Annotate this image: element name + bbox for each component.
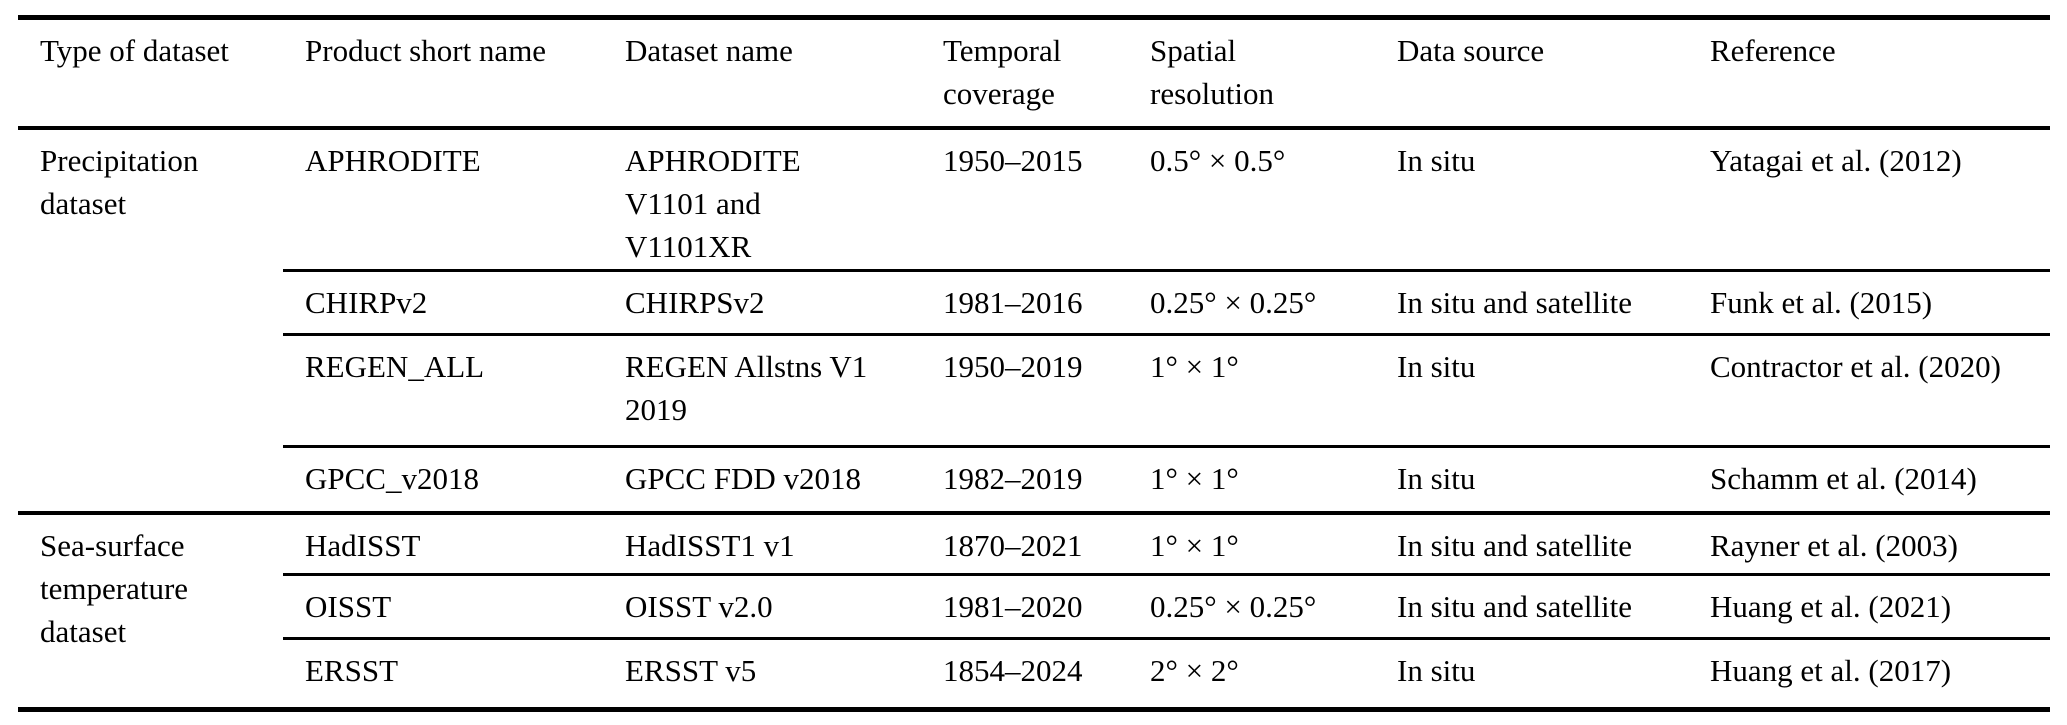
table-row-ersst: ERSST ERSST v5 1854–2024 2° × 2° In situ… bbox=[18, 637, 2050, 710]
cell-type-of-dataset: Precipitation dataset bbox=[40, 142, 199, 221]
cell-reference: Huang et al. (2021) bbox=[1710, 573, 2050, 639]
cell-spatial-resolution: 0.5° × 0.5° bbox=[1150, 142, 1286, 178]
table-row-chirpv2: CHIRPv2 CHIRPSv2 1981–2016 0.25° × 0.25°… bbox=[18, 269, 2050, 335]
table-row-hadisst: Sea-surface temperature dataset HadISST … bbox=[18, 510, 2050, 710]
cell-temporal-coverage: 1981–2020 bbox=[943, 573, 1150, 639]
cell-product-short-name: CHIRPv2 bbox=[283, 269, 625, 335]
cell-data-source: In situ and satellite bbox=[1397, 573, 1710, 639]
cell-product-short-name: GPCC_v2018 bbox=[283, 445, 625, 513]
cell-data-source: In situ and satellite bbox=[1397, 269, 1710, 335]
cell-reference: Schamm et al. (2014) bbox=[1710, 445, 2050, 513]
cell-data-source: In situ bbox=[1397, 637, 1710, 710]
cell-data-source: In situ bbox=[1397, 445, 1710, 513]
cell-dataset-name: CHIRPSv2 bbox=[625, 269, 943, 335]
cell-reference: Rayner et al. (2003) bbox=[1710, 510, 2050, 575]
table-row-gpcc-v2018: GPCC_v2018 GPCC FDD v2018 1982–2019 1° ×… bbox=[18, 445, 2050, 513]
cell-temporal-coverage: 1982–2019 bbox=[943, 445, 1150, 513]
cell-temporal-coverage: 1950–2019 bbox=[943, 333, 1150, 447]
table-row-regen-all: REGEN_ALL REGEN Allstns V1 2019 1950–201… bbox=[18, 333, 2050, 447]
cell-data-source: In situ and satellite bbox=[1397, 510, 1710, 575]
cell-product-short-name: REGEN_ALL bbox=[283, 333, 625, 447]
cell-data-source: In situ bbox=[1397, 142, 1476, 178]
cell-spatial-resolution: 0.25° × 0.25° bbox=[1150, 269, 1397, 335]
cell-spatial-resolution: 1° × 1° bbox=[1150, 510, 1397, 575]
cell-product-short-name: APHRODITE bbox=[305, 142, 481, 178]
cell-reference: Yatagai et al. (2012) bbox=[1710, 142, 1962, 178]
cell-temporal-coverage: 1981–2016 bbox=[943, 269, 1150, 335]
table-row-oisst: OISST OISST v2.0 1981–2020 0.25° × 0.25°… bbox=[18, 573, 2050, 639]
header-row: Type of dataset Product short name Datas… bbox=[18, 17, 2050, 130]
cell-temporal-coverage: 1854–2024 bbox=[943, 637, 1150, 710]
column-header-dataset-name: Dataset name bbox=[625, 17, 943, 130]
cell-spatial-resolution: 2° × 2° bbox=[1150, 637, 1397, 710]
cell-product-short-name: OISST bbox=[283, 573, 625, 639]
cell-dataset-name: REGEN Allstns V1 2019 bbox=[625, 333, 943, 447]
column-header-data-source: Data source bbox=[1397, 17, 1710, 130]
column-header-type-of-dataset: Type of dataset bbox=[18, 17, 283, 130]
cell-reference: Funk et al. (2015) bbox=[1710, 269, 2050, 335]
cell-product-short-name: HadISST bbox=[283, 510, 625, 575]
cell-spatial-resolution: 1° × 1° bbox=[1150, 333, 1397, 447]
column-header-reference: Reference bbox=[1710, 17, 2050, 130]
cell-temporal-coverage: 1950–2015 bbox=[943, 142, 1083, 178]
cell-dataset-name: OISST v2.0 bbox=[625, 573, 943, 639]
table-row-aphrodite: Precipitation dataset APHRODITE APHRODIT… bbox=[18, 128, 2050, 271]
cell-reference: Contractor et al. (2020) bbox=[1710, 333, 2050, 447]
cell-temporal-coverage: 1870–2021 bbox=[943, 510, 1150, 575]
cell-dataset-name: ERSST v5 bbox=[625, 637, 943, 710]
cell-dataset-name: APHRODITE V1101 and V1101XR bbox=[625, 142, 801, 264]
column-header-product-short-name: Product short name bbox=[283, 17, 625, 130]
cell-data-source: In situ bbox=[1397, 333, 1710, 447]
cell-spatial-resolution: 0.25° × 0.25° bbox=[1150, 573, 1397, 639]
cell-dataset-name: GPCC FDD v2018 bbox=[625, 445, 943, 513]
cell-product-short-name: ERSST bbox=[283, 637, 625, 710]
cell-dataset-name: HadISST1 v1 bbox=[625, 510, 943, 575]
cell-type-of-dataset: Sea-surface temperature dataset bbox=[18, 510, 283, 710]
cell-reference: Huang et al. (2017) bbox=[1710, 637, 2050, 710]
cell-spatial-resolution: 1° × 1° bbox=[1150, 445, 1397, 513]
column-header-spatial-resolution: Spatial resolution bbox=[1150, 17, 1397, 130]
column-header-temporal-coverage: Temporal coverage bbox=[943, 17, 1150, 130]
datasets-table: Type of dataset Product short name Datas… bbox=[18, 15, 2050, 712]
